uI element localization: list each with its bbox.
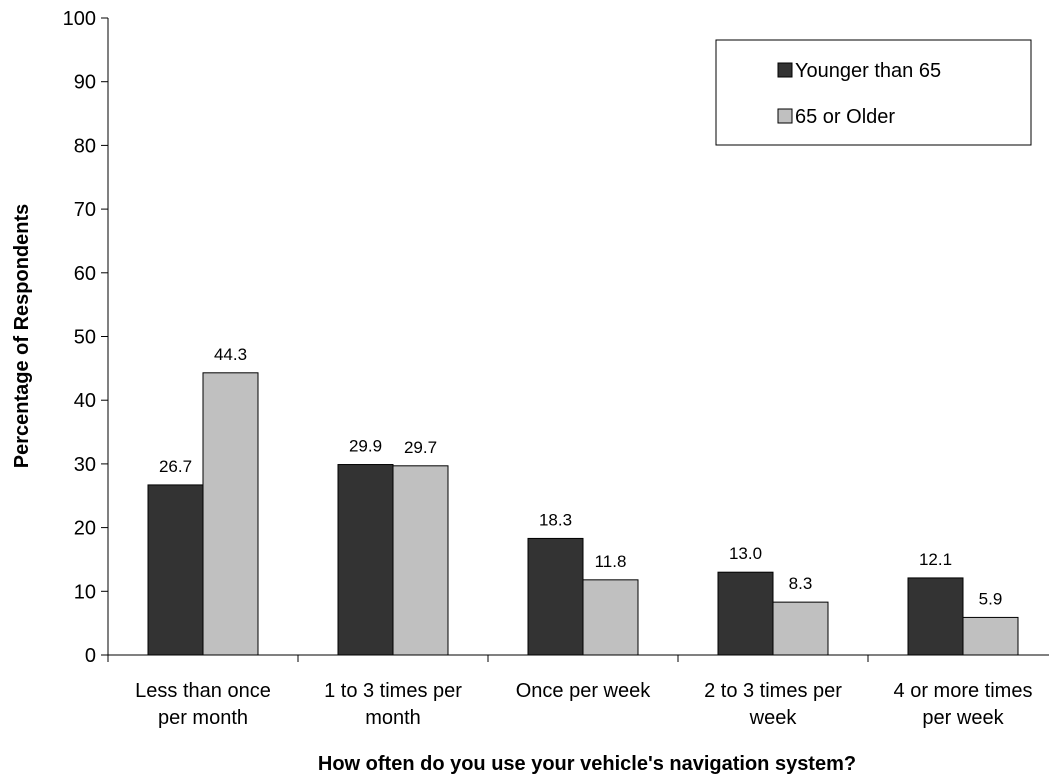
bar-value-label: 18.3	[539, 510, 572, 529]
x-category-label: Once per week	[516, 680, 652, 702]
x-category-label-line: week	[749, 707, 798, 729]
data-labels: 26.7 44.3 29.9 29.7 18.3 11.8 13.0 8.3 12.1 5.9	[159, 345, 1002, 609]
bar-value-label: 44.3	[214, 345, 247, 364]
x-axis: Less than once per month 1 to 3 times per m…	[107, 654, 1049, 729]
bar-value-label: 26.7	[159, 457, 192, 476]
x-category-label-line: 2 to 3 times per	[704, 680, 842, 702]
x-category-label-line: 1 to 3 times per	[324, 680, 462, 702]
y-axis-title: Percentage of Respondents	[11, 204, 33, 469]
x-category-label: 4 or more times per week	[894, 680, 1033, 729]
bar-value-label: 8.3	[789, 574, 813, 593]
bar-value-label: 12.1	[919, 550, 952, 569]
x-axis-title: How often do you use your vehicle's navi…	[318, 753, 856, 775]
bar-older	[962, 616, 1019, 656]
legend-frame	[715, 39, 1032, 146]
legend-label-younger: Younger than 65	[795, 60, 941, 82]
y-tick-label: 30	[74, 454, 96, 476]
bar-older	[772, 601, 829, 656]
legend-swatch-younger	[777, 62, 793, 78]
y-tick-label: 10	[74, 581, 96, 603]
bar-younger	[337, 464, 394, 656]
y-tick-label: 40	[74, 390, 96, 412]
bar-younger	[717, 571, 774, 656]
y-tick-label: 20	[74, 518, 96, 540]
bars	[147, 372, 1019, 656]
y-tick-label: 100	[63, 8, 96, 30]
bar-older	[392, 465, 449, 656]
bar-value-label: 13.0	[729, 544, 762, 563]
bar-older	[202, 372, 259, 656]
y-tick-label: 70	[74, 199, 96, 221]
bar-younger	[527, 537, 584, 656]
x-category-label-line: 4 or more times	[894, 680, 1033, 702]
x-category-label: 1 to 3 times per month	[324, 680, 462, 729]
y-tick-label: 50	[74, 327, 96, 349]
bar-value-label: 11.8	[595, 552, 627, 571]
y-axis: 0 10 20 30 40 50 60 70 80 90 100	[63, 8, 109, 667]
x-category-label-line: month	[365, 707, 421, 729]
bar-value-label: 5.9	[979, 589, 1003, 608]
x-category-label: 2 to 3 times per week	[704, 680, 842, 729]
bar-value-label: 29.9	[349, 437, 382, 456]
x-category-label-line: per week	[922, 707, 1004, 729]
y-tick-label: 60	[74, 263, 96, 285]
legend-label-older: 65 or Older	[795, 106, 895, 128]
legend-swatch-older	[777, 108, 793, 124]
x-category-label-line: Less than once	[135, 680, 271, 702]
y-tick-label: 90	[74, 72, 96, 94]
bar-younger	[907, 577, 964, 656]
x-category-label-line: per month	[158, 707, 248, 729]
y-tick-label: 0	[85, 645, 96, 667]
legend: Younger than 65 65 or Older	[715, 39, 1032, 146]
bar-older	[582, 579, 639, 656]
x-category-label: Less than once per month	[135, 680, 271, 729]
bar-younger	[147, 484, 204, 656]
y-tick-label: 80	[74, 135, 96, 157]
bar-value-label: 29.7	[404, 438, 437, 457]
x-category-label-line: Once per week	[516, 680, 652, 702]
